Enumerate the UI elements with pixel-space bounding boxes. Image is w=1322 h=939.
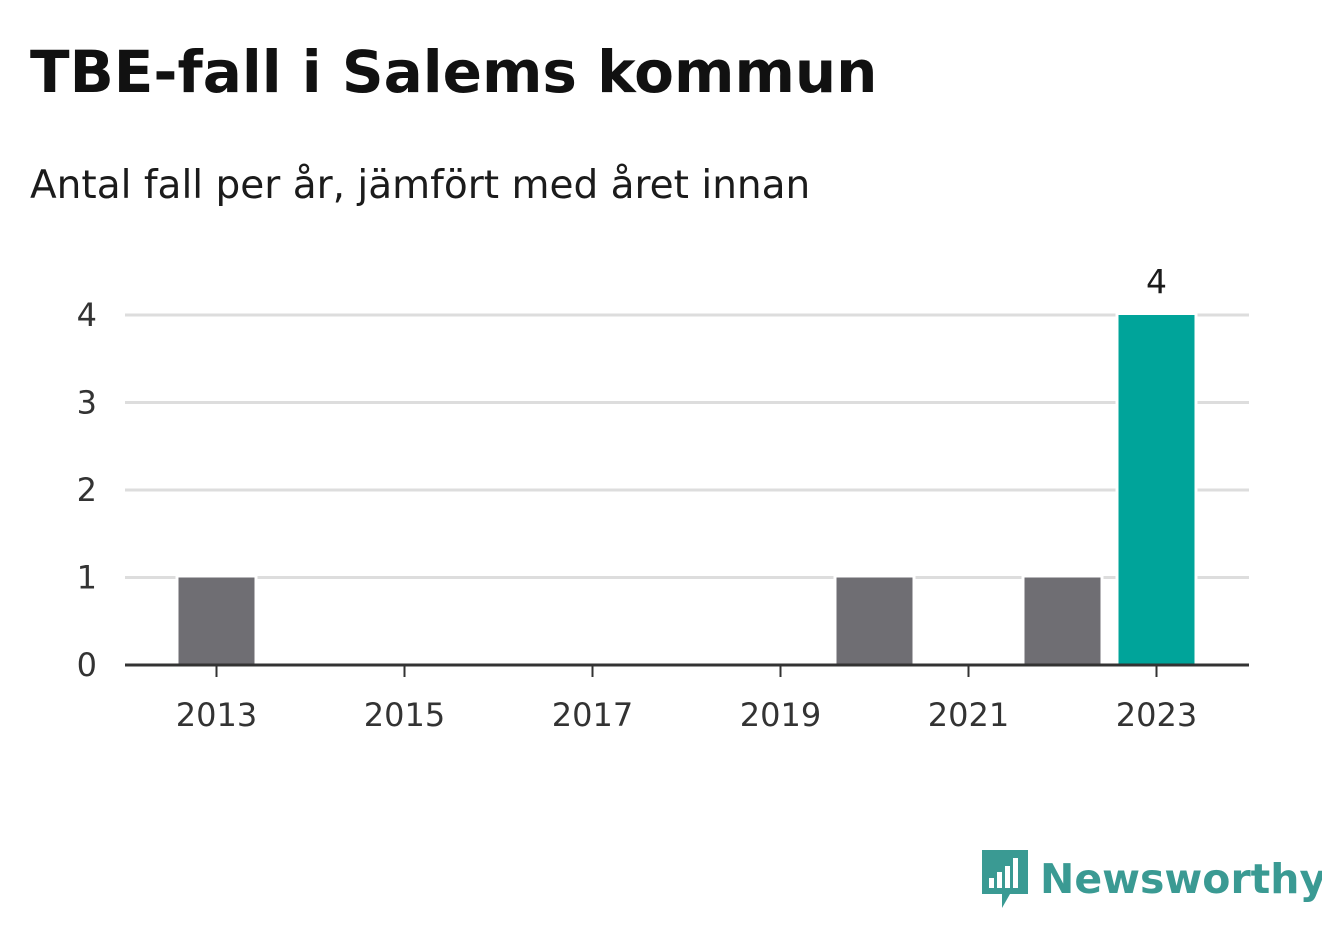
- newsworthy-logo-icon: [982, 850, 1028, 908]
- x-axis-ticks: 2013 2015 2017 2019 2021 2023: [176, 665, 1197, 734]
- y-axis-tick-labels: 0 1 2 3 4: [77, 296, 97, 684]
- chart-subtitle: Antal fall per år, jämfört med året inna…: [30, 163, 811, 208]
- bar-2023: [1118, 315, 1195, 665]
- x-tick-label-2023: 2023: [1116, 696, 1197, 734]
- data-labels: 4: [1146, 262, 1167, 301]
- bars: [175, 312, 1198, 665]
- y-tick-label-1: 1: [77, 559, 97, 597]
- x-tick-label-2017: 2017: [552, 696, 633, 734]
- y-tick-label-4: 4: [77, 296, 97, 334]
- y-tick-label-2: 2: [77, 471, 97, 509]
- bar-2020: [836, 577, 913, 665]
- data-label-2023: 4: [1146, 262, 1167, 301]
- x-tick-label-2021: 2021: [928, 696, 1009, 734]
- bar-2013: [178, 577, 255, 665]
- x-tick-label-2015: 2015: [364, 696, 445, 734]
- newsworthy-brand: Newsworthy: [980, 848, 1322, 910]
- brand-name: Newsworthy: [1040, 855, 1322, 903]
- y-tick-label-3: 3: [77, 384, 97, 422]
- x-tick-label-2013: 2013: [176, 696, 257, 734]
- x-tick-label-2019: 2019: [740, 696, 821, 734]
- chart-title: TBE-fall i Salems kommun: [30, 38, 878, 106]
- y-tick-label-0: 0: [77, 646, 97, 684]
- gridlines: [125, 313, 1249, 579]
- bar-2022: [1024, 577, 1101, 665]
